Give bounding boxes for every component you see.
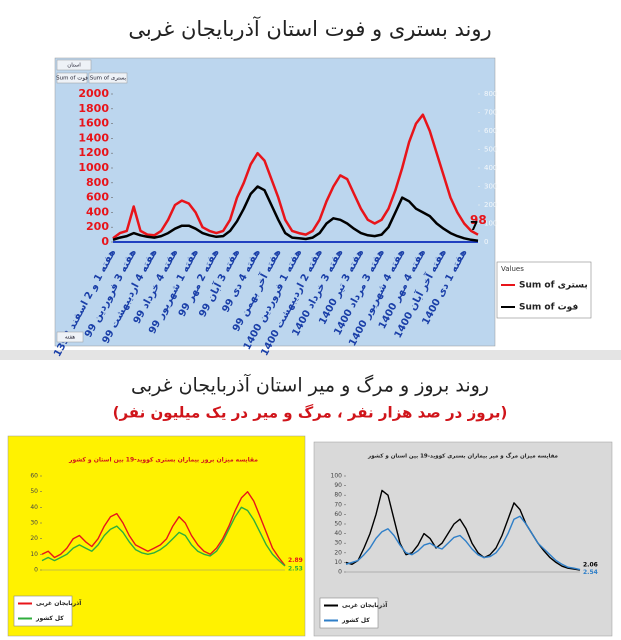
y-tick-label: 1800 <box>78 102 109 115</box>
legend-box <box>13 595 73 627</box>
y-tick-label: 0 <box>338 569 342 576</box>
filter-button <box>56 59 92 71</box>
y2-tick-label: 800 <box>484 90 497 98</box>
series-line <box>41 491 286 566</box>
end-value-label: 7 <box>470 219 478 233</box>
y-tick-label: 0 <box>34 567 38 574</box>
y-tick-label: 60 <box>334 511 342 518</box>
y-tick-label: 50 <box>334 521 342 528</box>
y-tick-label: 60 <box>30 473 38 480</box>
legend-label: Sum of بستری <box>519 281 588 291</box>
chart-title: مقایسه میزان مرگ و میر بیماران بستری کوو… <box>367 452 558 460</box>
filter-button-label: Sum of بستری <box>90 76 127 82</box>
plot-background <box>54 57 496 347</box>
y-tick-label: 1600 <box>78 117 109 130</box>
chart-title: مقایسه میزان بروز بیماران بستری کووید-19… <box>68 457 258 464</box>
series-line <box>112 113 479 240</box>
y2-tick-label: 700 <box>484 109 497 117</box>
y2-tick-label: 300 <box>484 183 497 191</box>
y-tick-label: 1400 <box>78 131 109 144</box>
y-tick-label: 800 <box>86 176 109 189</box>
y-tick-label: 1000 <box>78 161 109 174</box>
end-value-label: 2.89 <box>288 557 303 564</box>
y-tick-label: 2000 <box>78 87 109 100</box>
legend-box <box>496 261 592 319</box>
y-tick-label: 70 <box>334 501 342 508</box>
y2-tick-label: 600 <box>484 127 497 135</box>
y2-tick-label: 0 <box>484 238 488 246</box>
y2-tick-label: 500 <box>484 146 497 154</box>
legend-title: Values <box>501 265 524 273</box>
y-tick-label: 90 <box>334 482 342 489</box>
y-tick-label: 40 <box>334 530 342 537</box>
series-line <box>345 515 581 571</box>
filter-button <box>88 72 128 84</box>
legend-label: کل کشور <box>341 617 370 624</box>
y2-tick-label: 200 <box>484 201 497 209</box>
y-tick-label: 0 <box>101 235 109 248</box>
legend-label: Sum of فوت <box>519 303 578 313</box>
legend-label: آذربایجان غربی <box>36 598 82 607</box>
section-subtitle: (بروز در صد هزار نفر ، مرگ و میر در یک م… <box>113 404 508 422</box>
y-tick-label: 1200 <box>78 146 109 159</box>
y2-tick-label: 400 <box>484 164 497 172</box>
y-tick-label: 200 <box>86 220 109 233</box>
legend-box <box>319 597 379 629</box>
end-value-label: 98 <box>470 213 487 227</box>
y-tick-label: 40 <box>30 504 38 511</box>
chart-title: روند بستری و فوت استان آذربایجان غربی <box>128 16 491 41</box>
y-tick-label: 10 <box>30 551 38 558</box>
y-tick-label: 30 <box>30 520 38 527</box>
y-tick-label: 50 <box>30 488 38 495</box>
filter-button-label: Sum of فوت <box>56 76 88 82</box>
end-value-label: 2.53 <box>288 566 303 573</box>
end-value-label: 2.54 <box>583 569 598 576</box>
legend-label: کل کشور <box>35 615 64 622</box>
y-tick-label: 20 <box>30 535 38 542</box>
legend-label: آذربایجان غربی <box>342 600 388 609</box>
filter-button <box>56 331 84 343</box>
y-tick-label: 10 <box>334 559 342 566</box>
y-tick-label: 30 <box>334 540 342 547</box>
y-tick-label: 600 <box>86 191 109 204</box>
series-line <box>112 185 479 242</box>
filter-button <box>56 72 88 84</box>
end-value-label: 2.06 <box>583 562 598 569</box>
section-title: روند بروز و مرگ و میر استان آذربایجان غر… <box>131 373 489 397</box>
y-tick-label: 400 <box>86 205 109 218</box>
series-line <box>41 506 286 567</box>
y-tick-label: 100 <box>331 473 343 480</box>
filter-button-label: هفته <box>65 335 75 341</box>
y-tick-label: 80 <box>334 492 342 499</box>
y-tick-label: 20 <box>334 549 342 556</box>
separator <box>0 350 621 360</box>
y2-tick-label: 100 <box>484 220 497 228</box>
filter-button-label: استان <box>67 63 81 69</box>
